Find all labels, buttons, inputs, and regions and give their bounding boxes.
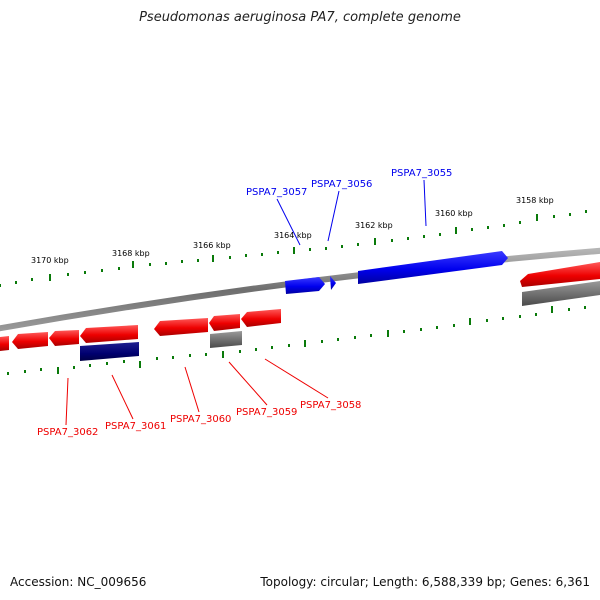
upper-gene-labels: PSPA7_3055 PSPA7_3056 PSPA7_3057 xyxy=(246,168,452,198)
tick-label: 3162 kbp xyxy=(355,221,393,230)
gene-feature[interactable] xyxy=(210,331,242,348)
gene-feature[interactable] xyxy=(0,336,9,351)
gene-label[interactable]: PSPA7_3057 xyxy=(246,187,307,198)
right-edge-genes xyxy=(520,262,600,306)
genome-summary-text: Topology: circular; Length: 6,588,339 bp… xyxy=(260,575,590,589)
gene-feature[interactable] xyxy=(520,262,600,287)
accession-text: Accession: NC_009656 xyxy=(10,575,147,589)
tick-label: 3160 kbp xyxy=(435,209,473,218)
gene-feature[interactable] xyxy=(80,342,139,361)
tick-label: 3170 kbp xyxy=(31,256,69,265)
gene-feature[interactable] xyxy=(49,330,79,346)
leader-line xyxy=(184,366,200,413)
gene-feature[interactable] xyxy=(80,325,138,343)
gene-feature[interactable] xyxy=(522,281,600,306)
leader-line xyxy=(264,358,329,399)
leader-line xyxy=(65,377,69,426)
leader-line xyxy=(111,374,134,420)
forward-strand-genes xyxy=(285,251,508,294)
gene-label[interactable]: PSPA7_3060 xyxy=(170,414,231,425)
tick-label: 3164 kbp xyxy=(274,231,312,240)
gene-feature[interactable] xyxy=(285,277,325,294)
gene-feature[interactable] xyxy=(154,318,208,336)
gene-feature[interactable] xyxy=(358,251,508,284)
leader-line xyxy=(276,198,301,246)
gene-label[interactable]: PSPA7_3055 xyxy=(391,168,452,179)
leader-line xyxy=(327,190,340,242)
other-features xyxy=(80,331,242,361)
gene-label[interactable]: PSPA7_3061 xyxy=(105,421,166,432)
gene-feature[interactable] xyxy=(241,309,281,327)
upper-tick-track xyxy=(0,210,587,287)
reverse-strand-genes xyxy=(0,309,281,351)
lower-tick-track xyxy=(7,306,586,375)
gene-label[interactable]: PSPA7_3056 xyxy=(311,179,372,190)
map-title: Pseudomonas aeruginosa PA7, complete gen… xyxy=(139,10,461,25)
leader-line xyxy=(228,361,268,406)
tick-label: 3168 kbp xyxy=(112,249,150,258)
gene-feature[interactable] xyxy=(330,276,336,290)
gene-label[interactable]: PSPA7_3058 xyxy=(300,400,361,411)
upper-tick-labels: 3158 kbp 3160 kbp 3162 kbp 3164 kbp 3166… xyxy=(31,196,554,265)
gene-label[interactable]: PSPA7_3059 xyxy=(236,407,297,418)
leader-line xyxy=(423,179,427,227)
lower-gene-labels: PSPA7_3058 PSPA7_3059 PSPA7_3060 PSPA7_3… xyxy=(37,400,361,438)
tick-label: 3158 kbp xyxy=(516,196,554,205)
label-leaders xyxy=(65,179,427,426)
gene-feature[interactable] xyxy=(209,314,240,331)
gene-feature[interactable] xyxy=(12,332,48,349)
gene-label[interactable]: PSPA7_3062 xyxy=(37,427,98,438)
tick-label: 3166 kbp xyxy=(193,241,231,250)
